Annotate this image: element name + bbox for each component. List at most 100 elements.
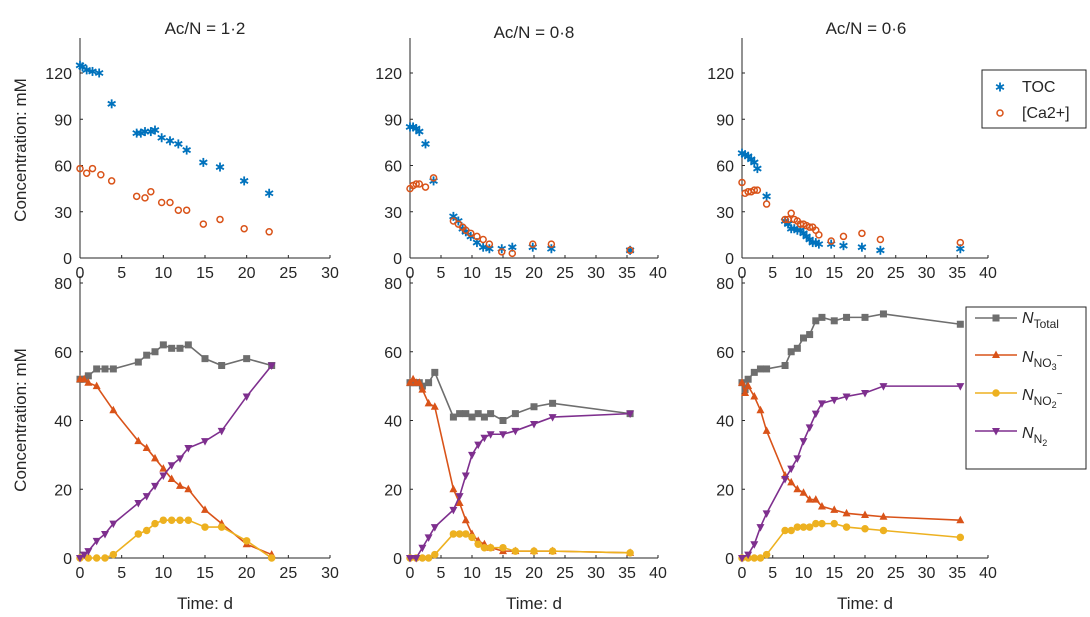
- data-point: [787, 209, 795, 218]
- x-tick-label: 10: [463, 265, 481, 282]
- legend-nno3-label: NNO3−: [1022, 349, 1063, 372]
- data-point: [449, 530, 458, 538]
- data-point: [242, 537, 251, 545]
- y-tick-label: 90: [716, 112, 734, 129]
- data-point: [93, 365, 101, 373]
- series-line: [742, 522, 961, 559]
- data-point: [781, 362, 789, 369]
- data-point: [511, 410, 519, 418]
- data-point: [530, 420, 538, 429]
- data-point: [218, 362, 226, 369]
- data-point: [814, 239, 824, 249]
- data-point: [418, 544, 427, 553]
- data-point: [548, 547, 557, 555]
- data-point: [858, 229, 866, 238]
- x-tick-label: 35: [948, 265, 966, 282]
- data-point: [781, 475, 790, 484]
- x-tick-label: 25: [556, 565, 574, 582]
- data-point: [474, 410, 482, 418]
- y-tick-label: 80: [716, 276, 734, 293]
- data-point: [830, 505, 839, 513]
- legend-ca-label: [Ca2+]: [1022, 105, 1070, 122]
- data-point: [159, 464, 168, 472]
- data-point: [134, 358, 142, 366]
- y-tick-label: 60: [384, 159, 402, 176]
- panel-3: 0 5 10 15 20 25 30 35 40 0 30 60 90 120 Ac/N = 0·6: [707, 19, 997, 282]
- data-point: [548, 414, 557, 422]
- data-point: [762, 426, 771, 434]
- data-point: [88, 164, 97, 173]
- data-point: [107, 177, 116, 185]
- data-point: [530, 547, 538, 555]
- data-point: [455, 530, 464, 538]
- x-tick-label: 40: [649, 265, 667, 282]
- data-point: [201, 505, 209, 513]
- series-ca: [76, 164, 273, 236]
- data-point: [92, 381, 101, 390]
- legend-ca-marker: [996, 109, 1004, 117]
- x-tick-label: 5: [117, 565, 126, 582]
- series-toc: [75, 60, 274, 198]
- data-point: [763, 365, 771, 373]
- y-tick-label: 0: [725, 251, 734, 268]
- data-point: [839, 241, 848, 251]
- data-point: [412, 180, 420, 188]
- data-point: [109, 365, 117, 373]
- legend-bottom-markers: [975, 314, 1017, 436]
- data-point: [142, 493, 151, 501]
- legend-ntotal-label: NTotal: [1022, 310, 1059, 331]
- data-point: [424, 534, 433, 542]
- toc-legend-marker: [995, 82, 1005, 92]
- x-tick-label: 0: [76, 565, 85, 582]
- series-toc: [737, 148, 965, 255]
- data-point: [626, 410, 635, 419]
- data-point: [487, 410, 495, 418]
- data-point: [176, 455, 184, 463]
- data-point: [184, 445, 193, 453]
- panel-6: 0 5 10 15 20 25 30 35 40 0 20 40 60 80 Time: d: [716, 276, 997, 613]
- data-point: [805, 523, 814, 531]
- data-point: [109, 405, 118, 414]
- x-tick-label: 10: [154, 565, 172, 582]
- legend-toc-marker: [995, 82, 1005, 92]
- data-point: [499, 417, 507, 424]
- data-point: [461, 515, 470, 524]
- data-point: [800, 334, 807, 342]
- data-point: [547, 240, 556, 248]
- series-nno3: [738, 378, 965, 524]
- x-tick-label: 5: [768, 265, 777, 282]
- data-point: [167, 462, 176, 470]
- y-tick-label: 0: [725, 551, 734, 568]
- y-tick-label: 30: [54, 205, 72, 222]
- data-point: [101, 365, 109, 373]
- data-point: [474, 441, 483, 450]
- data-point: [421, 183, 430, 191]
- x-tick-label: 15: [494, 265, 512, 282]
- data-point: [839, 232, 848, 241]
- series-ntotal: [738, 310, 964, 394]
- data-point: [830, 396, 839, 405]
- series-line: [741, 313, 961, 392]
- data-point: [756, 405, 765, 414]
- data-point: [805, 223, 814, 231]
- data-point: [240, 224, 248, 233]
- panel-title: Ac/N = 0·6: [826, 19, 907, 38]
- data-point: [793, 344, 801, 352]
- data-point: [750, 554, 759, 562]
- data-point: [626, 549, 634, 557]
- y-tick-label: 40: [716, 414, 734, 431]
- x-tick-label: 25: [887, 265, 905, 282]
- data-point: [101, 530, 109, 539]
- y-tick-label: 60: [716, 345, 734, 362]
- x-axis-label: Time: d: [177, 594, 233, 613]
- data-point: [429, 174, 438, 182]
- x-tick-label: 0: [406, 565, 415, 582]
- data-point: [753, 164, 762, 174]
- data-point: [812, 317, 820, 325]
- data-point: [151, 348, 159, 356]
- data-point: [830, 519, 838, 528]
- data-point: [198, 157, 208, 167]
- y-tick-label: 0: [63, 251, 72, 268]
- legend-ntotal-marker: [992, 314, 1000, 322]
- x-tick-label: 20: [856, 265, 874, 282]
